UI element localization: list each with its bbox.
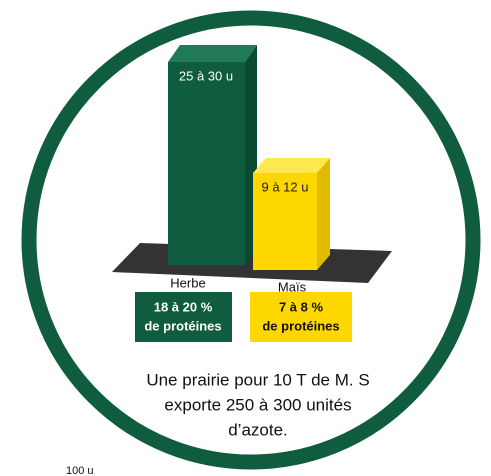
bar-front <box>253 173 317 270</box>
protein-text: 18 à 20 % <box>154 299 213 314</box>
bar-mais: 9 à 12 u <box>253 158 330 270</box>
protein-text: 7 à 8 % <box>279 299 324 314</box>
caption-line: d’azote. <box>228 420 288 439</box>
bar-label: 25 à 30 u <box>179 68 233 83</box>
bar-top <box>253 158 330 173</box>
bar-label: 9 à 12 u <box>262 179 309 194</box>
bar-front <box>168 62 245 265</box>
caption-line: exporte 250 à 300 unités <box>164 395 351 414</box>
protein-text: de protéines <box>262 318 339 333</box>
bar-herbe: 25 à 30 u <box>168 45 257 265</box>
caption-line: Une prairie pour 10 T de M. S <box>146 370 369 389</box>
category-label: Herbe <box>170 275 205 290</box>
protein-text: de protéines <box>144 318 221 333</box>
bar-side <box>317 158 330 270</box>
bar-top <box>168 45 257 62</box>
axis-fragment: 100 u <box>66 465 94 476</box>
protein-box <box>135 292 232 342</box>
category-label: Maïs <box>278 279 307 294</box>
protein-box <box>250 292 352 342</box>
